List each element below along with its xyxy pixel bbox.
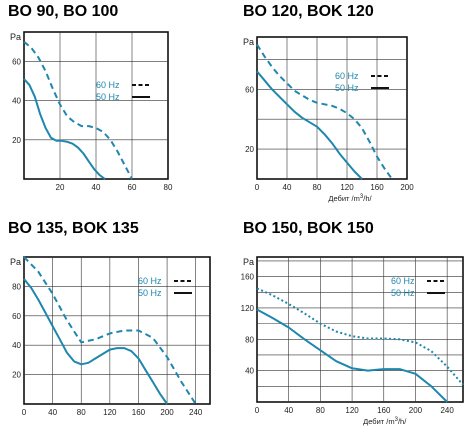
x-tick-label: 40 — [283, 183, 292, 192]
legend-label: 60 Hz — [391, 276, 415, 286]
x-tick-label: 20 — [56, 183, 65, 192]
x-tick-label: 200 — [409, 406, 423, 415]
x-tick-label: 240 — [440, 406, 454, 415]
x-tick-label: 0 — [255, 406, 260, 415]
x-tick-label: 40 — [48, 408, 57, 417]
y-tick-label: 20 — [12, 136, 21, 145]
x-tick-label: 80 — [316, 406, 325, 415]
series-line-60-hz — [23, 256, 197, 405]
x-tick-label: 160 — [370, 183, 384, 192]
y-tick-label: 160 — [241, 273, 255, 282]
x-axis-label: Дебит /m3/h/ — [363, 417, 407, 426]
legend-label: 50 Hz — [96, 92, 120, 102]
y-tick-label: 60 — [12, 57, 21, 66]
x-tick-label: 160 — [132, 408, 146, 417]
legend-label: 60 Hz — [335, 71, 359, 81]
y-tick-label: 20 — [245, 145, 254, 154]
series-line-50-hz — [23, 78, 106, 180]
y-tick-label: 40 — [245, 367, 254, 376]
legend-label: 60 Hz — [138, 276, 162, 286]
legend-label: 50 Hz — [138, 288, 162, 298]
chart-title: BO 150, BOK 150 — [243, 220, 374, 237]
x-tick-label: 200 — [160, 408, 174, 417]
y-axis-label: Pa — [243, 37, 254, 47]
series-line-60-hz — [23, 41, 133, 180]
legend-label: 60 Hz — [96, 80, 120, 90]
chart-bo120: 0 40 80 120 160 200 20 60 Pa Дебит /m3/h/60 Hz 50 … — [243, 36, 414, 203]
x-tick-label: 40 — [92, 183, 101, 192]
x-tick-label: 120 — [103, 408, 117, 417]
plot-frame — [256, 36, 408, 180]
x-tick-label: 120 — [345, 406, 359, 415]
y-tick-label: 20 — [12, 371, 21, 380]
x-tick-label: 200 — [400, 183, 414, 192]
y-axis-label: Pa — [10, 32, 21, 42]
series-line-50-hz — [23, 278, 168, 405]
series-line-60-hz — [256, 43, 393, 180]
x-tick-label: 0 — [255, 183, 260, 192]
x-tick-label: 40 — [284, 406, 293, 415]
x-tick-label: 60 — [128, 183, 137, 192]
x-tick-label: 160 — [377, 406, 391, 415]
series-line-60-hz — [256, 287, 464, 386]
x-tick-label: 80 — [313, 183, 322, 192]
legend-label: 50 Hz — [391, 288, 415, 298]
x-tick-label: 80 — [164, 183, 173, 192]
series-line-50-hz — [256, 70, 363, 180]
x-tick-label: 120 — [340, 183, 354, 192]
chart-title: BO 120, BOK 120 — [243, 3, 374, 20]
x-axis-label: Дебит /m3/h/ — [328, 194, 372, 203]
x-tick-label: 80 — [77, 408, 86, 417]
chart-title: BO 135, BOK 135 — [8, 220, 139, 237]
y-axis-label: Pa — [243, 257, 254, 267]
y-tick-label: 80 — [12, 282, 21, 291]
y-tick-label: 120 — [241, 304, 255, 313]
y-axis-label: Pa — [10, 257, 21, 267]
y-tick-label: 60 — [245, 85, 254, 94]
plot-frame — [256, 256, 464, 403]
x-tick-label: 0 — [22, 408, 27, 417]
x-tick-label: 240 — [189, 408, 203, 417]
y-tick-label: 80 — [245, 335, 254, 344]
chart-bo150: 0 40 80 120 160 200 240 40 80 120 160 Pa Дебит /m3/h… — [241, 256, 464, 426]
legend-label: 50 Hz — [335, 83, 359, 93]
chart-bo135: 0 40 80 120 160 200 240 20 40 60 80 Pa 60 Hz 50 Hz — [10, 256, 211, 417]
series-line-50-hz — [256, 308, 448, 403]
chart-bo90: 20 40 60 80 20 40 60 Pa 60 Hz 50 Hz — [10, 31, 173, 192]
y-tick-label: 40 — [12, 97, 21, 106]
y-tick-label: 60 — [12, 312, 21, 321]
chart-title: BO 90, BO 100 — [8, 3, 119, 20]
y-tick-label: 40 — [12, 341, 21, 350]
